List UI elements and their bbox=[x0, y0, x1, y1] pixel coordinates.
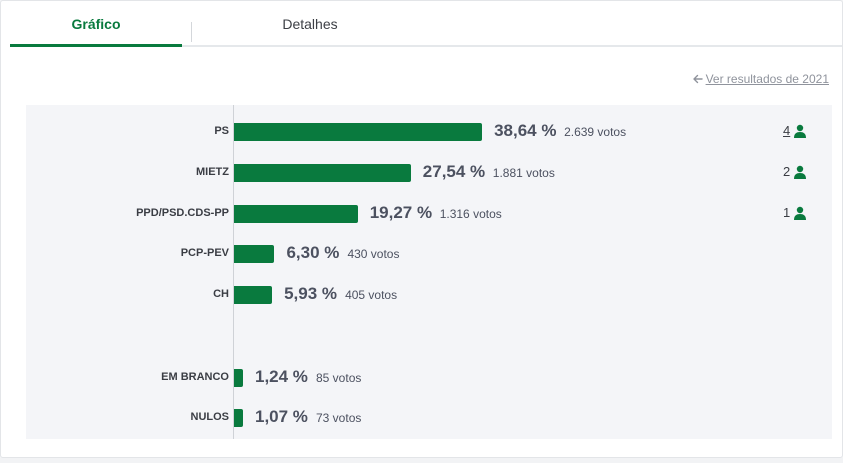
results-chart: PS 38,64 % 2.639 votos 4 MIETZ 27,54 % 1.881 v… bbox=[26, 105, 832, 439]
party-label: PPD/PSD.CDS-PP bbox=[136, 207, 229, 219]
seats-count[interactable]: 4 bbox=[783, 121, 807, 141]
chart-row: PS 38,64 % 2.639 votos 4 bbox=[26, 121, 832, 141]
seats-count: 1 bbox=[783, 203, 807, 223]
tab-underline-track bbox=[10, 45, 842, 47]
votes-label: 73 votos bbox=[316, 411, 362, 425]
seats-number: 1 bbox=[783, 205, 791, 220]
votes-label: 2.639 votos bbox=[564, 125, 627, 139]
percentage-label: 38,64 % bbox=[494, 121, 557, 140]
party-label: NULOS bbox=[190, 411, 230, 423]
seats-number[interactable]: 4 bbox=[783, 123, 791, 138]
arrow-left-icon bbox=[692, 74, 703, 84]
result-bar bbox=[234, 245, 275, 263]
result-bar bbox=[234, 164, 411, 182]
person-icon bbox=[794, 165, 807, 179]
result-bar bbox=[234, 205, 358, 223]
result-bar bbox=[234, 286, 273, 304]
percentage-label: 19,27 % bbox=[369, 203, 433, 222]
tab-grafico[interactable]: Gráfico bbox=[10, 1, 182, 47]
seats-number: 2 bbox=[783, 164, 791, 179]
person-icon bbox=[794, 206, 807, 220]
percentage-label: 5,93 % bbox=[284, 284, 337, 303]
previous-results-label: Ver resultados de 2021 bbox=[705, 72, 829, 86]
tab-bar: Gráfico Detalhes bbox=[10, 1, 842, 47]
tab-separator bbox=[191, 22, 192, 42]
chart-row: EM BRANCO 1,24 % 85 votos bbox=[26, 367, 832, 387]
votes-label: 430 votos bbox=[347, 247, 400, 261]
party-label: PCP-PEV bbox=[180, 247, 229, 259]
votes-label: 1.316 votos bbox=[439, 207, 502, 221]
chart-row: CH 5,93 % 405 votos bbox=[26, 284, 832, 304]
chart-row: MIETZ 27,54 % 1.881 votos 2 bbox=[26, 162, 832, 182]
chart-axis bbox=[233, 105, 234, 439]
party-label: MIETZ bbox=[196, 166, 229, 178]
votes-label: 405 votos bbox=[345, 288, 398, 302]
percentage-label: 1,24 % bbox=[255, 367, 308, 386]
percentage-label: 27,54 % bbox=[422, 162, 486, 181]
person-icon bbox=[794, 124, 807, 138]
chart-row: NULOS 1,07 % 73 votos bbox=[26, 407, 832, 427]
votes-label: 85 votos bbox=[316, 371, 362, 385]
percentage-label: 1,07 % bbox=[255, 407, 308, 426]
seats-count: 2 bbox=[783, 162, 807, 182]
previous-results-link[interactable]: Ver resultados de 2021 bbox=[692, 72, 829, 86]
chart-row: PPD/PSD.CDS-PP 19,27 % 1.316 votos 1 bbox=[26, 203, 832, 223]
votes-label: 1.881 votos bbox=[492, 166, 555, 180]
party-label: EM BRANCO bbox=[161, 371, 229, 383]
result-bar bbox=[234, 123, 483, 141]
tab-detalhes[interactable]: Detalhes bbox=[282, 16, 338, 32]
party-label: CH bbox=[213, 288, 229, 300]
party-label: PS bbox=[214, 125, 229, 137]
result-bar bbox=[234, 409, 243, 427]
chart-row: PCP-PEV 6,30 % 430 votos bbox=[26, 243, 832, 263]
result-bar bbox=[234, 369, 243, 387]
percentage-label: 6,30 % bbox=[286, 243, 340, 262]
